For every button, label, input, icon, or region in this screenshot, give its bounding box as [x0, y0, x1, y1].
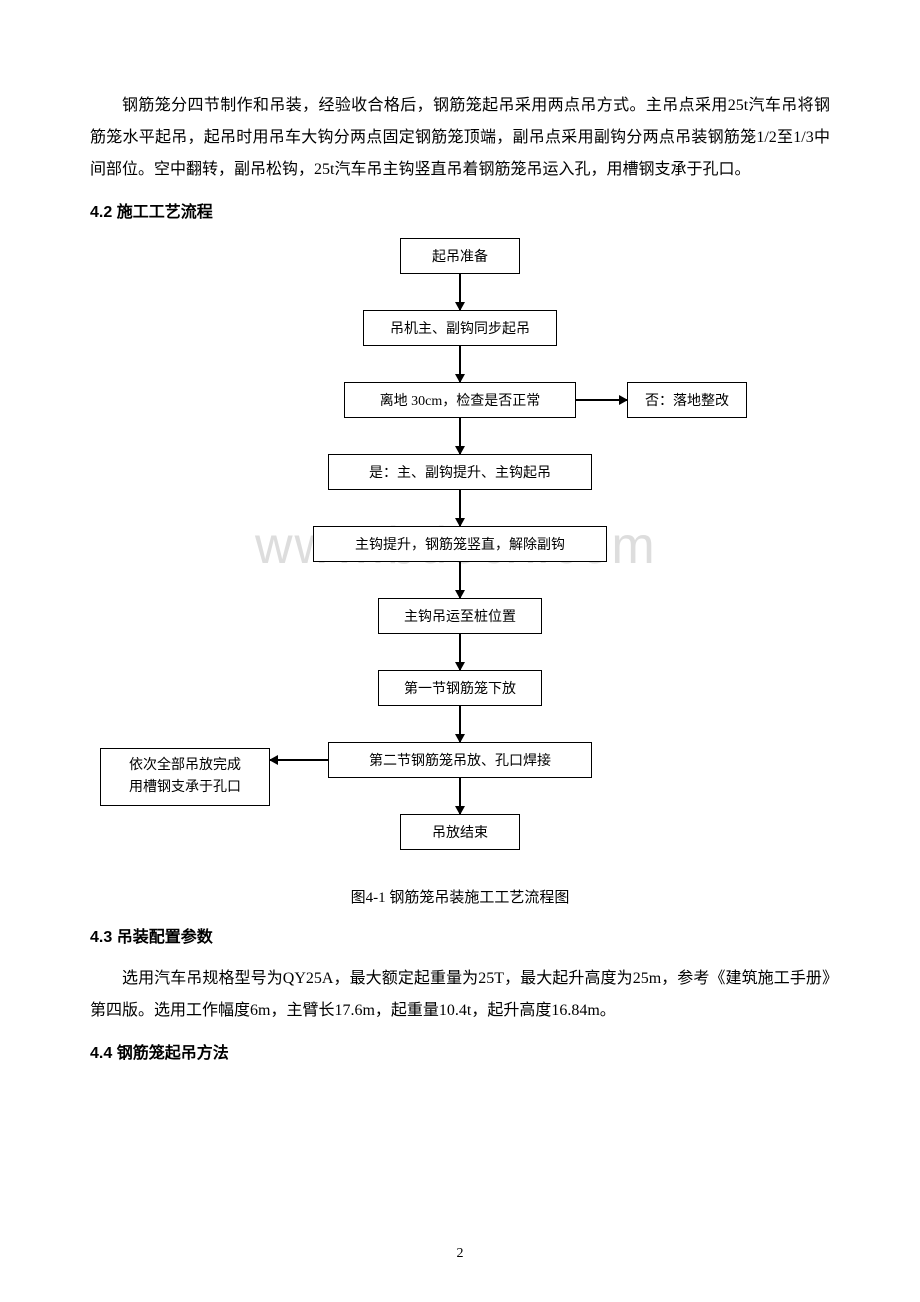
flow-node-check: 离地 30cm，检查是否正常 [344, 382, 576, 418]
flow-node-yes-lift: 是：主、副钩提升、主钩起吊 [328, 454, 592, 490]
section-4-2-heading: 4.2 施工工艺流程 [90, 198, 830, 222]
arrow-1-2 [459, 274, 461, 310]
arrow-3-4 [459, 418, 461, 454]
side-note-text: 依次全部吊放完成用槽钢支承于孔口 [129, 755, 241, 800]
arrow-8-9 [459, 778, 461, 814]
arrow-7-8 [459, 706, 461, 742]
arrow-4-5 [459, 490, 461, 526]
flowchart-container: www.bdocx.com 起吊准备 吊机主、副钩同步起吊 离地 30cm，检查… [90, 238, 830, 878]
flow-node-second-cage: 第二节钢筋笼吊放、孔口焊接 [328, 742, 592, 778]
flow-node-side-note: 依次全部吊放完成用槽钢支承于孔口 [100, 748, 270, 806]
flow-node-sync-lift: 吊机主、副钩同步起吊 [363, 310, 557, 346]
arrow-2-3 [459, 346, 461, 382]
flow-node-reject: 否：落地整改 [627, 382, 747, 418]
intro-paragraph: 钢筋笼分四节制作和吊装，经验收合格后，钢筋笼起吊采用两点吊方式。主吊点采用25t… [90, 90, 830, 186]
arrow-side-connect [270, 759, 328, 761]
arrow-6-7 [459, 634, 461, 670]
flow-node-main-hook: 主钩提升，钢筋笼竖直，解除副钩 [313, 526, 607, 562]
flow-node-end: 吊放结束 [400, 814, 520, 850]
flowchart-caption: 图4-1 钢筋笼吊装施工工艺流程图 [90, 886, 830, 907]
arrow-check-reject [576, 399, 627, 401]
flow-node-start: 起吊准备 [400, 238, 520, 274]
params-paragraph: 选用汽车吊规格型号为QY25A，最大额定起重量为25T，最大起升高度为25m，参… [90, 963, 830, 1027]
section-4-4-heading: 4.4 钢筋笼起吊方法 [90, 1039, 830, 1063]
section-4-3-heading: 4.3 吊装配置参数 [90, 923, 830, 947]
arrow-5-6 [459, 562, 461, 598]
flow-node-first-cage: 第一节钢筋笼下放 [378, 670, 542, 706]
flow-node-transport: 主钩吊运至桩位置 [378, 598, 542, 634]
page-number: 2 [457, 1246, 464, 1262]
